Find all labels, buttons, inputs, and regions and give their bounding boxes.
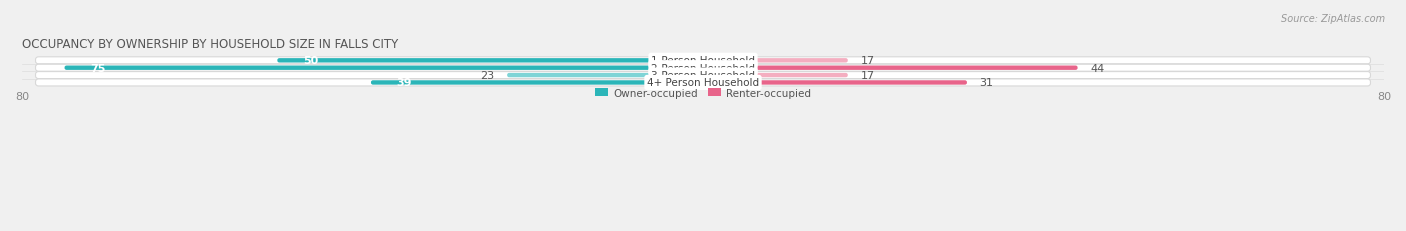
- Text: 23: 23: [481, 71, 495, 81]
- Text: 39: 39: [396, 78, 412, 88]
- Text: 2-Person Household: 2-Person Household: [651, 64, 755, 73]
- Text: 50: 50: [302, 56, 318, 66]
- FancyBboxPatch shape: [65, 66, 703, 71]
- Text: 44: 44: [1090, 64, 1105, 73]
- FancyBboxPatch shape: [508, 73, 703, 78]
- FancyBboxPatch shape: [35, 72, 1371, 79]
- Text: 3-Person Household: 3-Person Household: [651, 71, 755, 81]
- Text: 1-Person Household: 1-Person Household: [651, 56, 755, 66]
- FancyBboxPatch shape: [371, 81, 703, 85]
- Text: OCCUPANCY BY OWNERSHIP BY HOUSEHOLD SIZE IN FALLS CITY: OCCUPANCY BY OWNERSHIP BY HOUSEHOLD SIZE…: [22, 38, 398, 51]
- FancyBboxPatch shape: [703, 73, 848, 78]
- Text: Source: ZipAtlas.com: Source: ZipAtlas.com: [1281, 14, 1385, 24]
- FancyBboxPatch shape: [703, 81, 967, 85]
- FancyBboxPatch shape: [35, 65, 1371, 72]
- Legend: Owner-occupied, Renter-occupied: Owner-occupied, Renter-occupied: [591, 84, 815, 102]
- FancyBboxPatch shape: [703, 66, 1077, 71]
- Text: 4+ Person Household: 4+ Person Household: [647, 78, 759, 88]
- Text: 31: 31: [980, 78, 994, 88]
- FancyBboxPatch shape: [277, 59, 703, 63]
- FancyBboxPatch shape: [35, 80, 1371, 87]
- FancyBboxPatch shape: [703, 59, 848, 63]
- Text: 17: 17: [860, 56, 875, 66]
- Text: 75: 75: [90, 64, 105, 73]
- Text: 17: 17: [860, 71, 875, 81]
- FancyBboxPatch shape: [35, 58, 1371, 64]
